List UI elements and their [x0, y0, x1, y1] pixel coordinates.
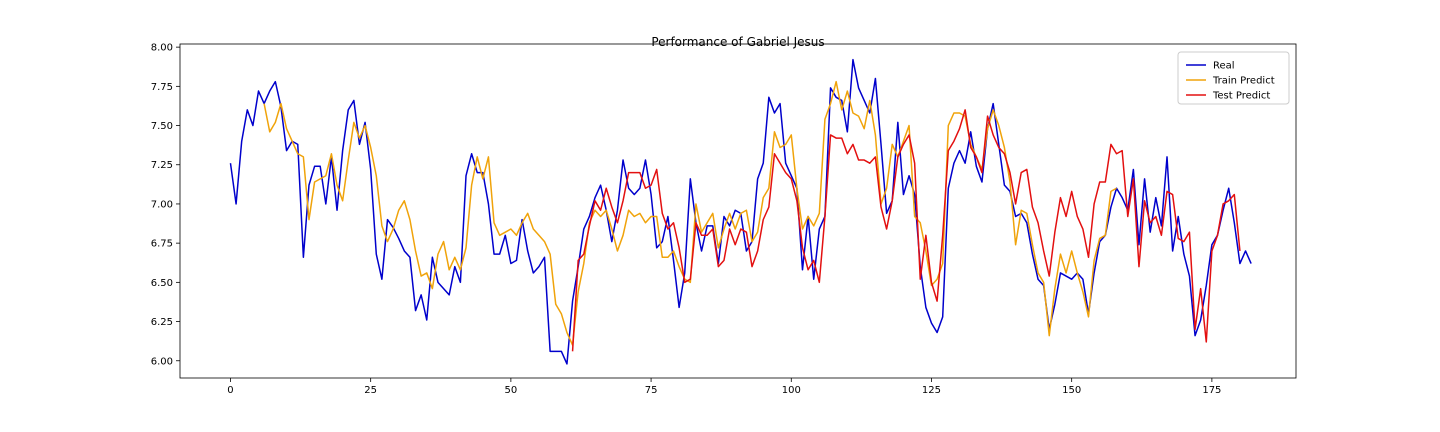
y-tick-label: 7.75: [151, 82, 173, 93]
x-tick-label: 0: [227, 385, 233, 396]
x-tick-label: 100: [782, 385, 801, 396]
x-tick-label: 50: [505, 385, 518, 396]
y-tick-label: 6.25: [151, 317, 173, 328]
x-tick-label: 75: [645, 385, 658, 396]
series-line-real: [229, 58, 1252, 365]
y-tick-label: 6.50: [151, 278, 173, 289]
y-tick-label: 7.50: [151, 121, 173, 132]
y-tick-label: 6.75: [151, 239, 173, 250]
x-axis: 0 25 50 75 100 125 150 175: [227, 378, 1221, 396]
legend-label-train-predict: Train Predict: [1212, 76, 1275, 87]
y-tick-label: 6.00: [151, 356, 173, 367]
y-tick-label: 8.00: [151, 43, 173, 54]
y-tick-label: 7.25: [151, 160, 173, 171]
legend-label-test-predict: Test Predict: [1212, 91, 1270, 102]
x-tick-label: 25: [364, 385, 377, 396]
x-tick-label: 150: [1062, 385, 1081, 396]
x-tick-label: 125: [922, 385, 941, 396]
y-axis: 6.00 6.25 6.50 6.75 7.00 7.25 7.50 7.75 8.00: [151, 43, 180, 367]
legend: Real Train Predict Test Predict: [1177, 51, 1290, 105]
x-tick-label: 175: [1202, 385, 1221, 396]
plot-frame: [179, 43, 1297, 379]
chart-title: Performance of Gabriel Jesus: [651, 35, 824, 49]
y-tick-label: 7.00: [151, 199, 173, 210]
legend-label-real: Real: [1213, 61, 1235, 72]
series-line-test-predict: [571, 109, 1241, 352]
plot-area: [179, 43, 1297, 379]
series-layer: [229, 58, 1252, 365]
